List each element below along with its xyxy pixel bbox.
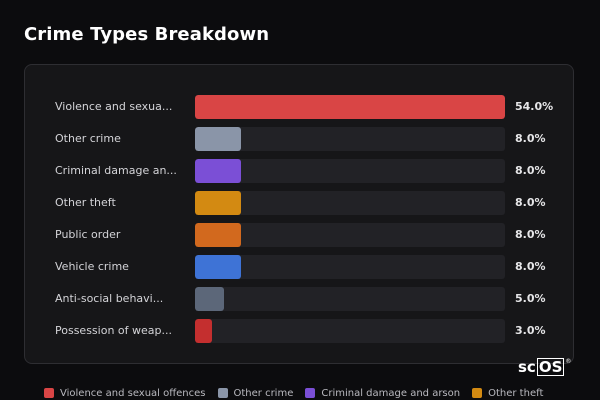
bar-track xyxy=(195,255,505,279)
bar[interactable] xyxy=(195,191,241,215)
bar-value-label: 5.0% xyxy=(515,292,546,305)
bar-track xyxy=(195,159,505,183)
bar-value-label: 8.0% xyxy=(515,132,546,145)
chart-title: Crime Types Breakdown xyxy=(24,24,270,45)
legend-swatch xyxy=(44,388,54,398)
bar[interactable] xyxy=(195,95,505,119)
logo-prefix: sc xyxy=(518,358,536,376)
bar-value-label: 8.0% xyxy=(515,164,546,177)
bar-row: Possession of weap... 3.0% xyxy=(25,319,573,343)
bar-label: Vehicle crime xyxy=(55,260,129,273)
bar-label: Violence and sexua... xyxy=(55,100,173,113)
legend-item[interactable]: Other theft xyxy=(472,388,543,399)
bar[interactable] xyxy=(195,287,224,311)
bar-value-label: 8.0% xyxy=(515,228,546,241)
bar-row: Criminal damage an... 8.0% xyxy=(25,159,573,183)
bar-track xyxy=(195,191,505,215)
bar-track xyxy=(195,95,505,119)
bar-row: Other crime 8.0% xyxy=(25,127,573,151)
legend-label: Other theft xyxy=(488,387,544,399)
bar-value-label: 8.0% xyxy=(515,260,546,273)
legend-swatch xyxy=(305,388,316,398)
legend-label: Other crime xyxy=(233,387,294,399)
legend-item[interactable]: Violence and sexual offences xyxy=(44,388,206,399)
bar-track xyxy=(195,319,505,343)
bar-value-label: 8.0% xyxy=(515,196,546,209)
bar-label: Public order xyxy=(55,228,121,241)
legend-swatch xyxy=(472,388,483,398)
bar[interactable] xyxy=(195,223,241,247)
bar-track xyxy=(195,127,505,151)
legend-item[interactable]: Criminal damage and arson xyxy=(305,388,460,399)
bar-value-label: 54.0% xyxy=(515,100,554,113)
bar-row: Anti-social behavi... 5.0% xyxy=(25,287,573,311)
logo-registered-mark: ® xyxy=(565,358,572,365)
legend-label: Criminal damage and arson xyxy=(321,387,461,399)
bar[interactable] xyxy=(195,159,241,183)
chart-panel: Violence and sexua... 54.0% Other crime 8.0… xyxy=(24,64,574,364)
bar-row: Public order 8.0% xyxy=(25,223,573,247)
bar[interactable] xyxy=(195,319,212,343)
legend-swatch xyxy=(217,388,228,398)
bar[interactable] xyxy=(195,255,241,279)
bar-value-label: 3.0% xyxy=(515,324,546,337)
bar[interactable] xyxy=(195,127,241,151)
bar-label: Anti-social behavi... xyxy=(55,292,164,305)
bar-label: Possession of weap... xyxy=(55,324,172,337)
bar-label: Other crime xyxy=(55,132,121,145)
chart-legend: Violence and sexual offences Other crime C… xyxy=(44,386,555,400)
bar-row: Other theft 8.0% xyxy=(25,191,573,215)
legend-item[interactable]: Other crime xyxy=(217,387,294,399)
bar-label: Criminal damage an... xyxy=(55,164,177,177)
legend-label: Violence and sexual offences xyxy=(60,387,206,399)
bar-row: Violence and sexua... 54.0% xyxy=(25,95,573,119)
bar-track xyxy=(195,223,505,247)
logo-boxed: OS xyxy=(536,358,565,376)
scos-logo: sc OS ® xyxy=(518,358,571,376)
bar-track xyxy=(195,287,505,311)
bar-row: Vehicle crime 8.0% xyxy=(25,255,573,279)
bar-label: Other theft xyxy=(55,196,116,209)
